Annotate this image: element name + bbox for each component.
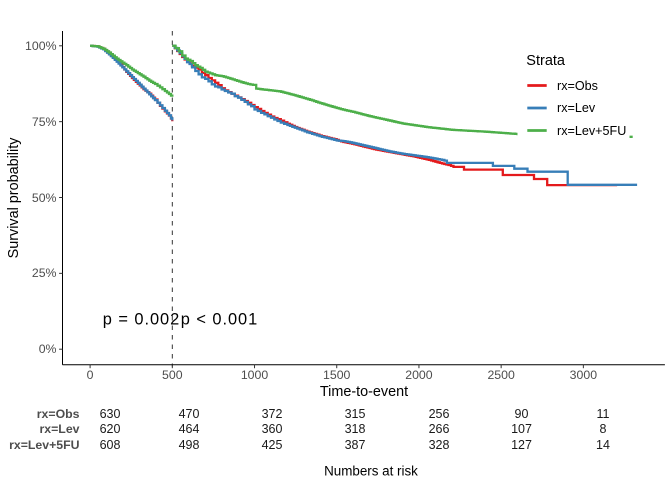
risk-count: 266 xyxy=(428,422,450,437)
legend-title: Strata xyxy=(526,53,565,70)
survival-curve-rx-lev-5fu-seg2 xyxy=(172,44,633,138)
risk-count: 620 xyxy=(99,422,121,437)
risk-count: 14 xyxy=(596,438,610,453)
risk-row-label-rx-lev: rx=Lev xyxy=(39,422,80,437)
x-tick-label: 0 xyxy=(86,368,94,383)
risk-count: 360 xyxy=(261,422,283,437)
legend-label-rx-lev: rx=Lev xyxy=(557,101,596,115)
x-tick-label: 3000 xyxy=(569,368,598,383)
risk-count: 372 xyxy=(261,406,283,421)
pvalue-annotation-right: p < 0.001 xyxy=(180,310,259,329)
y-tick-label: 75% xyxy=(31,114,57,129)
risk-count: 315 xyxy=(344,406,366,421)
x-tick-label: 1000 xyxy=(240,368,269,383)
legend-label-rx-lev-5fu: rx=Lev+5FU xyxy=(557,123,627,138)
legend-label-rx-obs: rx=Obs xyxy=(557,78,598,93)
risk-count: 127 xyxy=(511,438,532,453)
risk-count: 90 xyxy=(514,406,529,421)
y-tick-label: 50% xyxy=(31,190,57,205)
survival-curve-rx-obs-seg1 xyxy=(90,44,174,122)
survival-curve-rx-lev-seg2 xyxy=(172,44,638,186)
x-axis-title: Time-to-event xyxy=(319,384,409,400)
x-tick-label: 2000 xyxy=(405,368,433,383)
y-axis-title: Survival probability xyxy=(6,137,22,259)
survival-curve-rx-lev-seg1 xyxy=(90,44,174,121)
y-tick-label: 25% xyxy=(31,266,57,281)
y-tick-label: 100% xyxy=(25,38,57,53)
y-tick-label: 0% xyxy=(38,342,57,357)
risk-count: 256 xyxy=(428,406,450,421)
risk-count: 387 xyxy=(344,438,366,453)
x-tick-label: 500 xyxy=(162,368,183,383)
risk-count: 425 xyxy=(261,438,283,453)
x-tick-label: 1500 xyxy=(323,368,351,383)
risk-count: 11 xyxy=(596,406,610,421)
x-tick-label: 2500 xyxy=(487,368,515,383)
risk-count: 498 xyxy=(178,438,200,453)
risk-count: 464 xyxy=(178,422,200,437)
risk-count: 608 xyxy=(99,438,121,453)
risk-count: 8 xyxy=(599,422,607,437)
survival-curve-rx-lev-5fu-seg1 xyxy=(90,44,174,97)
legend-background xyxy=(517,45,630,142)
risk-count: 107 xyxy=(511,422,532,437)
pvalue-annotation-left: p = 0.002 xyxy=(102,310,181,329)
risk-count: 630 xyxy=(99,406,121,421)
risk-table-title: Numbers at risk xyxy=(324,463,418,478)
risk-count: 328 xyxy=(428,438,450,453)
risk-count: 318 xyxy=(344,422,366,437)
risk-row-label-rx-obs: rx=Obs xyxy=(36,406,80,421)
risk-count: 470 xyxy=(178,406,200,421)
risk-row-label-rx-lev-5fu: rx=Lev+5FU xyxy=(9,438,80,453)
